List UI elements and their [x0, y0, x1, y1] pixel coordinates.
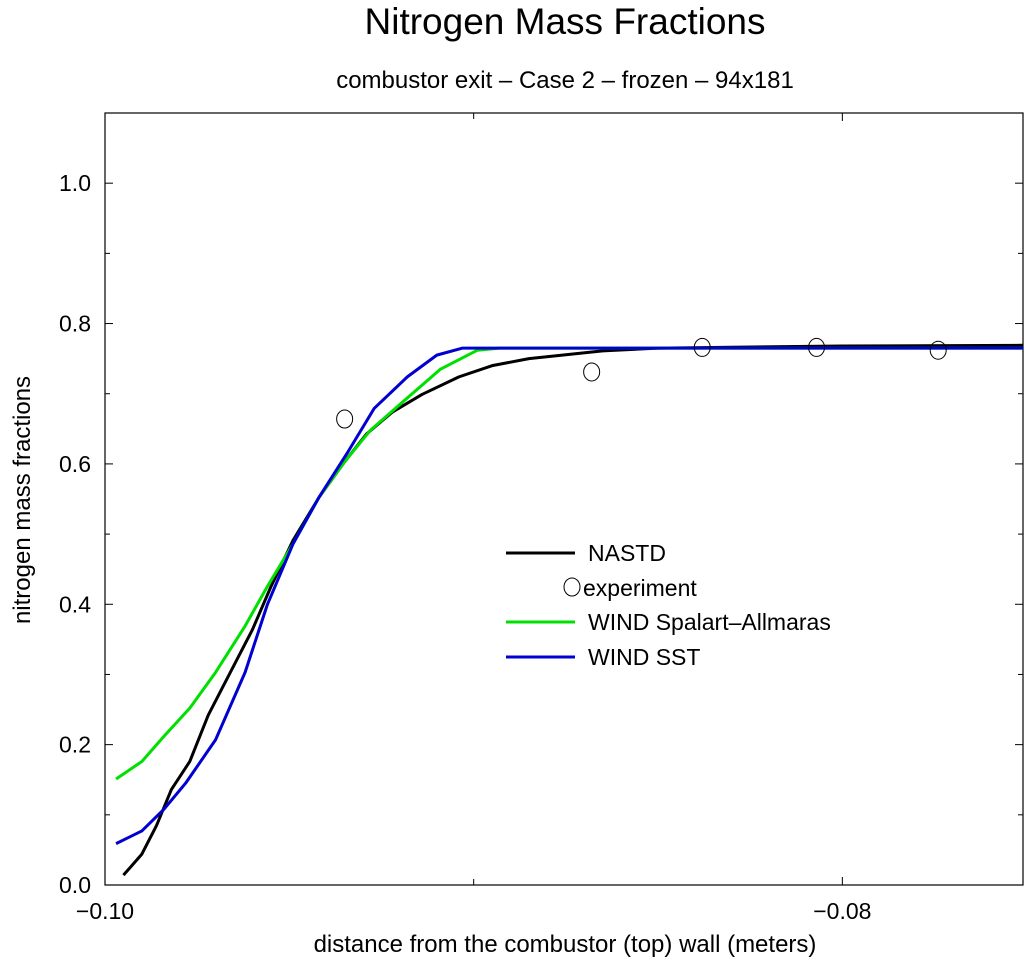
series-line-wind-spalart-allmaras	[115, 346, 1023, 781]
y-tick-label: 0.2	[59, 732, 91, 758]
y-tick-label: 0.6	[59, 451, 91, 477]
x-axis-label: distance from the combustor (top) wall (…	[314, 931, 817, 958]
legend-marker	[563, 577, 581, 597]
y-tick-label: 0.8	[59, 311, 91, 337]
experiment-point	[693, 337, 711, 357]
y-tick-label: 0.4	[59, 591, 91, 617]
y-axis-label: nitrogen mass fractions	[9, 376, 36, 624]
experiment-point	[583, 362, 601, 382]
experiment-point	[336, 409, 354, 429]
experiment-point	[929, 340, 947, 360]
chart-subtitle: combustor exit – Case 2 – frozen – 94x18…	[336, 67, 794, 94]
x-tick-label: −0.08	[813, 898, 871, 924]
legend-label: WIND SST	[588, 644, 700, 670]
legend-label: experiment	[583, 575, 697, 601]
series-line-wind-sst	[115, 346, 1023, 845]
legend-label: WIND Spalart–Allmaras	[588, 609, 831, 635]
chart-title: Nitrogen Mass Fractions	[365, 1, 766, 42]
y-tick-label: 1.0	[59, 170, 91, 196]
legend: NASTD experiment WIND Spalart–Allmaras WIND…	[506, 540, 831, 670]
series-line-nastd	[122, 343, 1024, 877]
legend-label: NASTD	[588, 540, 666, 566]
x-tick-label: −0.10	[76, 898, 134, 924]
experiment-point	[808, 337, 826, 357]
plot-frame	[104, 112, 1024, 886]
y-tick-label: 0.0	[59, 872, 91, 898]
